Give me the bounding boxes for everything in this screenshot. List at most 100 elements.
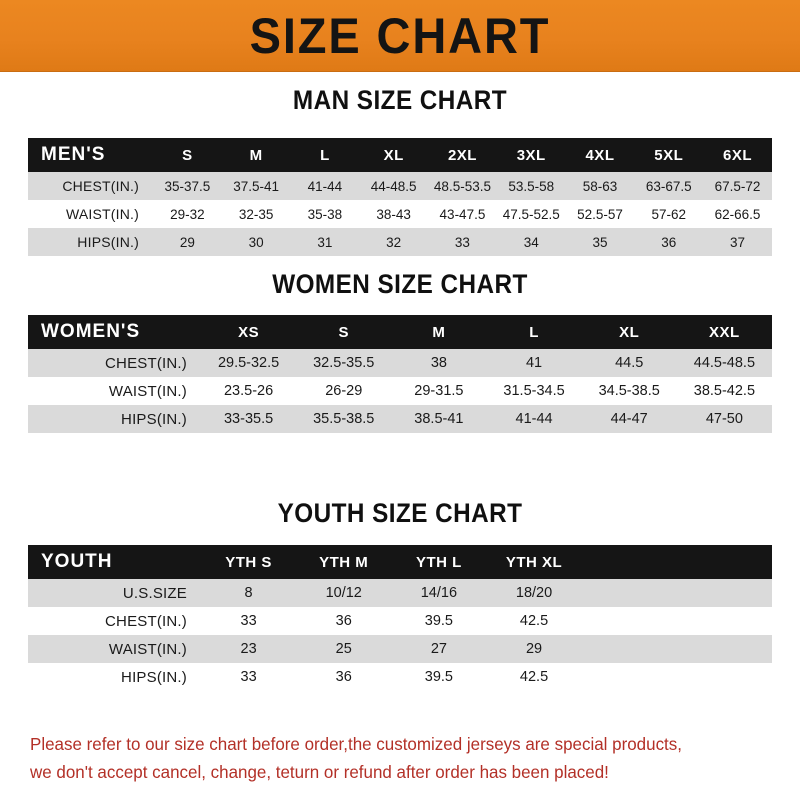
cell: 53.5-58	[496, 172, 566, 200]
table-header-col-2: L	[290, 138, 360, 172]
cell: 30	[221, 228, 291, 256]
size-table-youth: YOUTH YTH S YTH M YTH L YTH XL U.S.SIZE …	[28, 545, 772, 691]
table-header-col-1: S	[296, 315, 392, 349]
cell: 33	[428, 228, 497, 256]
row-label: CHEST(IN.)	[28, 172, 153, 200]
cell: 34	[496, 228, 566, 256]
cell: 8	[201, 579, 297, 607]
cell: 39.5	[391, 607, 487, 635]
table-row: HIPS(IN.) 33 36 39.5 42.5	[28, 663, 772, 691]
table-row: CHEST(IN.) 35-37.5 37.5-41 41-44 44-48.5…	[28, 172, 772, 200]
cell: 29	[486, 635, 582, 663]
table-header-rowlabel: WOMEN'S	[28, 315, 201, 349]
cell: 35-38	[290, 200, 360, 228]
cell: 33	[201, 663, 297, 691]
cell: 37.5-41	[221, 172, 291, 200]
table-row: WAIST(IN.) 23 25 27 29	[28, 635, 772, 663]
table-header-col-0: XS	[201, 315, 297, 349]
section-title-women: WOMEN SIZE CHART	[272, 269, 528, 299]
cell: 31	[290, 228, 360, 256]
row-label: HIPS(IN.)	[28, 405, 201, 433]
cell: 58-63	[565, 172, 635, 200]
table-row: U.S.SIZE 8 10/12 14/16 18/20	[28, 579, 772, 607]
cell: 33-35.5	[201, 405, 297, 433]
table-header-col-5	[676, 545, 772, 579]
table-row: HIPS(IN.) 29 30 31 32 33 34 35 36 37	[28, 228, 772, 256]
cell: 36	[296, 607, 392, 635]
cell: 33	[201, 607, 297, 635]
cell: 29-32	[153, 200, 222, 228]
cell: 44.5	[581, 349, 677, 377]
cell: 35-37.5	[153, 172, 222, 200]
table-header-col-4: XL	[581, 315, 677, 349]
cell: 38	[391, 349, 487, 377]
cell: 27	[391, 635, 487, 663]
row-label: WAIST(IN.)	[28, 635, 201, 663]
cell: 26-29	[296, 377, 392, 405]
cell: 23.5-26	[201, 377, 297, 405]
table-body-men: CHEST(IN.) 35-37.5 37.5-41 41-44 44-48.5…	[28, 172, 772, 256]
table-row: CHEST(IN.) 29.5-32.5 32.5-35.5 38 41 44.…	[28, 349, 772, 377]
cell: 38.5-42.5	[676, 377, 772, 405]
cell: 44-48.5	[359, 172, 429, 200]
row-label: U.S.SIZE	[28, 579, 201, 607]
table-header-col-2: YTH L	[391, 545, 487, 579]
cell: 29.5-32.5	[201, 349, 297, 377]
page-title: SIZE CHART	[249, 7, 551, 64]
table-row: WAIST(IN.) 29-32 32-35 35-38 38-43 43-47…	[28, 200, 772, 228]
cell: 38.5-41	[391, 405, 487, 433]
cell: 57-62	[634, 200, 704, 228]
table-header-women: WOMEN'S XS S M L XL XXL	[28, 315, 772, 349]
cell: 47.5-52.5	[496, 200, 566, 228]
cell: 29-31.5	[391, 377, 487, 405]
table-body-women: CHEST(IN.) 29.5-32.5 32.5-35.5 38 41 44.…	[28, 349, 772, 433]
cell: 37	[703, 228, 772, 256]
cell	[581, 635, 677, 663]
cell: 47-50	[676, 405, 772, 433]
cell: 48.5-53.5	[428, 172, 497, 200]
table-header-col-5: 3XL	[496, 138, 566, 172]
table-header-col-1: YTH M	[296, 545, 392, 579]
cell	[581, 607, 677, 635]
cell: 52.5-57	[565, 200, 635, 228]
cell: 35	[565, 228, 635, 256]
table-body-youth: U.S.SIZE 8 10/12 14/16 18/20 CHEST(IN.) …	[28, 579, 772, 691]
table-header-row: YOUTH YTH S YTH M YTH L YTH XL	[28, 545, 772, 579]
cell: 41	[486, 349, 582, 377]
row-label: CHEST(IN.)	[28, 349, 201, 377]
table-header-col-2: M	[391, 315, 487, 349]
table-header-col-6: 4XL	[565, 138, 635, 172]
table-header-col-8: 6XL	[703, 138, 772, 172]
table-header-col-3: YTH XL	[486, 545, 582, 579]
cell: 36	[296, 663, 392, 691]
table-header-col-4	[581, 545, 677, 579]
size-table-women: WOMEN'S XS S M L XL XXL CHEST(IN.) 29.5-…	[28, 315, 772, 433]
section-title-man: MAN SIZE CHART	[292, 85, 508, 115]
table-header-row: MEN'S S M L XL 2XL 3XL 4XL 5XL 6XL	[28, 138, 772, 172]
cell: 39.5	[391, 663, 487, 691]
table-header-col-7: 5XL	[634, 138, 704, 172]
cell: 29	[153, 228, 222, 256]
cell: 43-47.5	[428, 200, 497, 228]
cell: 10/12	[296, 579, 392, 607]
cell: 31.5-34.5	[486, 377, 582, 405]
cell: 44-47	[581, 405, 677, 433]
table-row: WAIST(IN.) 23.5-26 26-29 29-31.5 31.5-34…	[28, 377, 772, 405]
cell	[676, 663, 772, 691]
table-header-row: WOMEN'S XS S M L XL XXL	[28, 315, 772, 349]
section-title-youth: YOUTH SIZE CHART	[277, 498, 523, 528]
cell	[676, 579, 772, 607]
table-header-col-4: 2XL	[428, 138, 497, 172]
cell: 18/20	[486, 579, 582, 607]
size-table-men: MEN'S S M L XL 2XL 3XL 4XL 5XL 6XL CHEST…	[28, 138, 772, 256]
table-header-col-1: M	[221, 138, 291, 172]
footer-note-line-1: Please refer to our size chart before or…	[30, 734, 682, 754]
cell: 63-67.5	[634, 172, 704, 200]
row-label: WAIST(IN.)	[28, 200, 153, 228]
footer-note: Please refer to our size chart before or…	[30, 730, 756, 786]
cell: 34.5-38.5	[581, 377, 677, 405]
cell: 35.5-38.5	[296, 405, 392, 433]
table-header-col-0: YTH S	[201, 545, 297, 579]
cell	[581, 579, 677, 607]
cell	[581, 663, 677, 691]
